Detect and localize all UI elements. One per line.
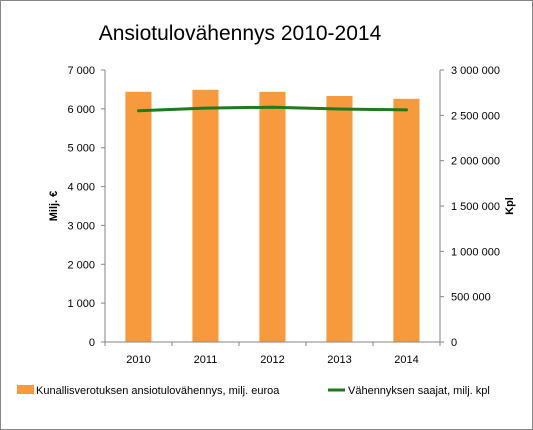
bar-2010 xyxy=(125,91,152,342)
y2-tick-label: 1 000 000 xyxy=(451,246,500,258)
bar-2012 xyxy=(259,91,286,342)
bar-2013 xyxy=(326,96,353,342)
x-ticks: 2010 2011 2012 2013 2014 xyxy=(104,342,441,366)
legend-label-line: Vähennyksen saajat, milj. kpl xyxy=(348,385,490,397)
y-tick-label: 4 000 xyxy=(67,182,95,194)
y-tick-label: 0 xyxy=(89,337,95,349)
line-series xyxy=(137,105,408,113)
y2-axis-label: Kpl xyxy=(504,197,516,215)
right-y-ticks: 0 500 000 1 000 000 1 500 000 2 000 000 2 500… xyxy=(440,65,500,349)
y-tick-label: 5 000 xyxy=(67,143,95,155)
y-tick-label: 7 000 xyxy=(67,65,95,77)
y2-tick-label: 500 000 xyxy=(451,292,491,304)
line-point-2012 xyxy=(271,105,274,109)
y2-tick-label: 3 000 000 xyxy=(451,65,500,77)
y2-tick-label: 1 500 000 xyxy=(451,201,500,213)
y2-tick-label: 0 xyxy=(451,337,457,349)
y2-tick-label: 2 000 000 xyxy=(451,156,500,168)
line-point-2010 xyxy=(137,109,140,113)
y-tick-label: 3 000 xyxy=(67,220,95,232)
x-tick-label: 2012 xyxy=(260,354,284,366)
y-tick-label: 2 000 xyxy=(67,259,95,271)
line-point-2011 xyxy=(204,106,207,110)
x-tick-label: 2014 xyxy=(394,354,418,366)
line-point-2014 xyxy=(405,108,408,112)
y-axis-label: Milj. € xyxy=(48,191,60,222)
bar-2014 xyxy=(393,98,420,342)
y-tick-label: 1 000 xyxy=(67,298,95,310)
y-tick-label: 6 000 xyxy=(67,104,95,116)
legend-swatch-bars xyxy=(17,385,34,394)
left-y-ticks: 0 1 000 2 000 3 000 4 000 5 000 6 000 7 000 xyxy=(67,65,105,349)
x-tick-label: 2011 xyxy=(194,354,218,366)
x-tick-label: 2013 xyxy=(327,354,351,366)
line-point-2013 xyxy=(338,107,341,111)
legend-label-bars: Kunallisverotuksen ansiotulovähennys, mi… xyxy=(36,385,280,397)
bar-series xyxy=(125,89,420,342)
y2-tick-label: 2 500 000 xyxy=(451,110,500,122)
x-tick-label: 2010 xyxy=(126,354,150,366)
bar-2011 xyxy=(192,89,219,342)
chart-title: Ansiotulovähennys 2010-2014 xyxy=(99,22,382,45)
